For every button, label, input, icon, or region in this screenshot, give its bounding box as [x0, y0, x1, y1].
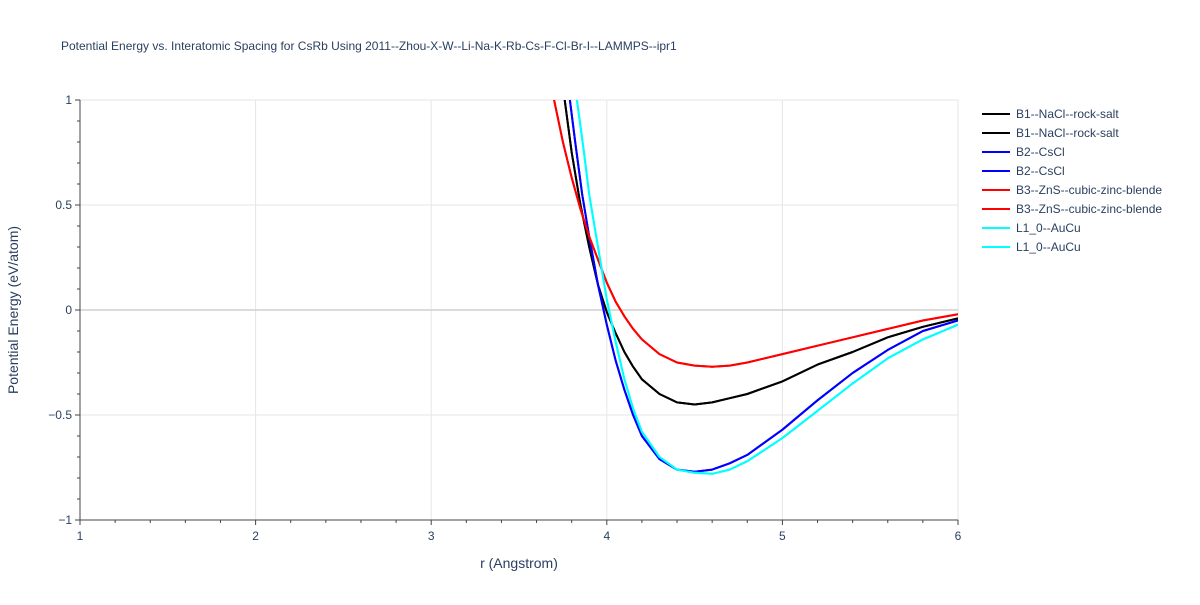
legend-label: B2--CsCl — [1016, 164, 1065, 178]
y-tick-label: 0 — [65, 303, 72, 317]
legend-item[interactable]: B3--ZnS--cubic-zinc-blende — [982, 183, 1162, 197]
legend-label: L1_0--AuCu — [1016, 240, 1081, 254]
x-tick-label: 5 — [779, 529, 786, 543]
legend-label: L1_0--AuCu — [1016, 221, 1081, 235]
x-tick-label: 4 — [603, 529, 610, 543]
series-line-5 — [553, 100, 958, 368]
tick-labels: 1 2 3 4 5 6 −1 −0.5 0 0.5 1 — [48, 93, 961, 543]
legend[interactable]: B1--NaCl--rock-salt B1--NaCl--rock-salt B2… — [982, 107, 1162, 254]
y-axis-title: Potential Energy (eV/atom) — [5, 226, 21, 394]
legend-label: B3--ZnS--cubic-zinc-blende — [1016, 183, 1162, 197]
legend-item[interactable]: L1_0--AuCu — [982, 221, 1081, 235]
x-tick-label: 3 — [428, 529, 435, 543]
legend-item[interactable]: B3--ZnS--cubic-zinc-blende — [982, 202, 1162, 216]
y-tick-label: −0.5 — [48, 408, 72, 422]
x-tick-label: 6 — [955, 529, 962, 543]
legend-label: B1--NaCl--rock-salt — [1016, 126, 1119, 140]
legend-item[interactable]: B1--NaCl--rock-salt — [982, 126, 1119, 140]
y-tick-label: 1 — [65, 93, 72, 107]
legend-item[interactable]: B1--NaCl--rock-salt — [982, 107, 1119, 121]
legend-label: B2--CsCl — [1016, 145, 1065, 159]
x-axis-title: r (Angstrom) — [480, 555, 558, 571]
y-tick-label: 0.5 — [55, 198, 72, 212]
legend-item[interactable]: B2--CsCl — [982, 164, 1065, 178]
legend-item[interactable]: L1_0--AuCu — [982, 240, 1081, 254]
series-line-7 — [575, 100, 958, 475]
plot-area — [553, 100, 958, 475]
legend-item[interactable]: B2--CsCl — [982, 145, 1065, 159]
y-tick-label: −1 — [58, 513, 72, 527]
series-line-2 — [568, 100, 958, 473]
chart-title: Potential Energy vs. Interatomic Spacing… — [61, 39, 677, 53]
x-tick-label: 1 — [77, 529, 84, 543]
series-line-3 — [568, 100, 958, 473]
legend-label: B3--ZnS--cubic-zinc-blende — [1016, 202, 1162, 216]
legend-label: B1--NaCl--rock-salt — [1016, 107, 1119, 121]
x-tick-label: 2 — [252, 529, 259, 543]
grid-layer — [80, 99, 959, 520]
axis-layer — [75, 99, 959, 525]
